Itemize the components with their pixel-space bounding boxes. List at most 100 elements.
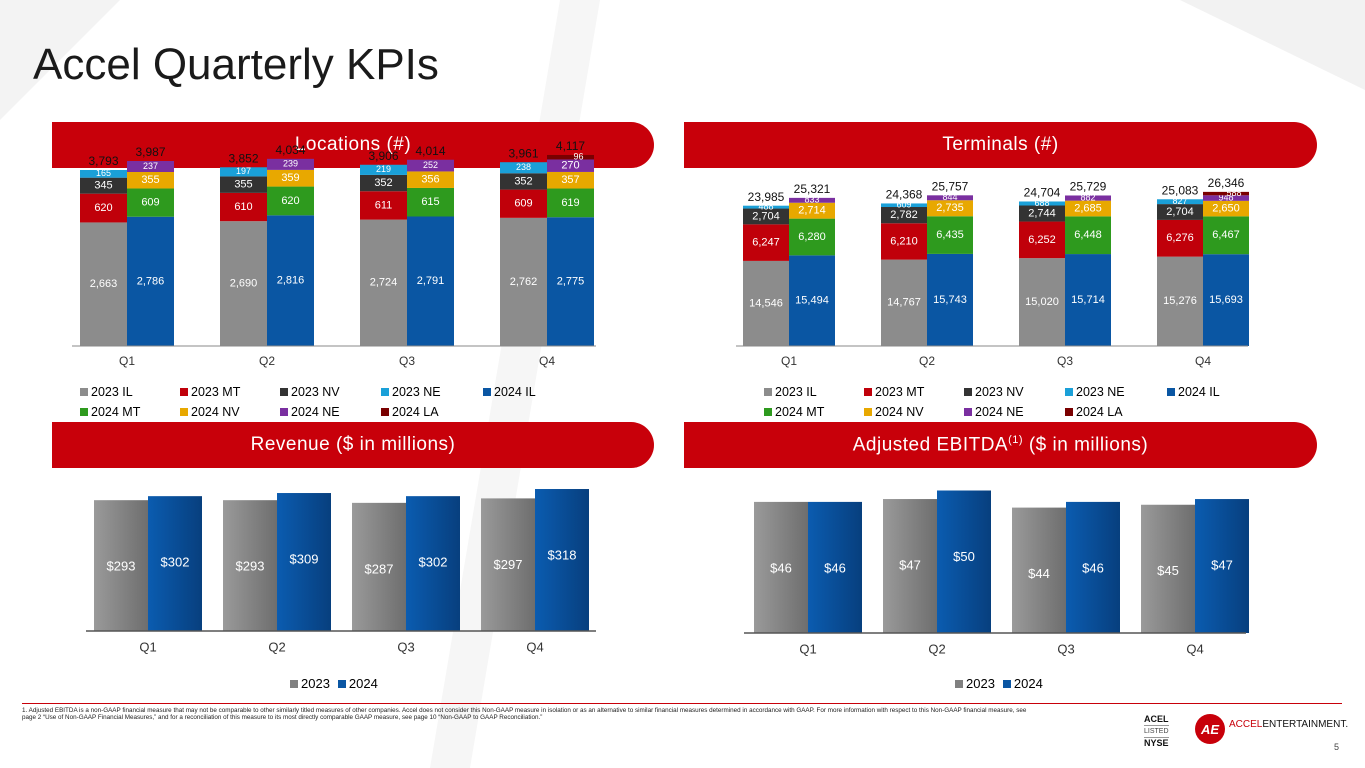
bar-terminals-q1-2023-ne: [743, 205, 789, 209]
legend-swatch: [864, 408, 872, 416]
label-terminals-q3-2024-il: 15,714: [1071, 294, 1105, 306]
legend-item: 2024 NV: [180, 405, 280, 419]
bar-ebitda-q2-2023: [883, 499, 937, 633]
legend-label: 2023: [301, 676, 330, 691]
legend-item: 2023 IL: [764, 385, 864, 399]
bar-locations-q1-2023-il: [80, 222, 127, 346]
total-locations-q3-2023: 3,906: [368, 149, 398, 163]
label-locations-q3-2023-il: 2,724: [370, 277, 398, 289]
legend-swatch: [964, 408, 972, 416]
label-terminals-q2-2024-il: 15,743: [933, 294, 967, 306]
total-terminals-q4-2024: 26,346: [1208, 176, 1245, 190]
bar-locations-q3-2024-ne: [407, 159, 454, 172]
label-locations-q4-2024-ne: 270: [561, 160, 579, 172]
bar-locations-q4-2024-ne: [547, 159, 594, 172]
bar-terminals-q4-2024-il: [1203, 254, 1249, 346]
accel-logo-mark: AE: [1195, 714, 1225, 744]
bar-locations-q1-2024-mt: [127, 188, 174, 217]
label-terminals-q1-2024-mt: 6,280: [798, 231, 826, 243]
legend-row: 2024 MT 2024 NV 2024 NE 2024 LA: [764, 402, 1257, 422]
label-terminals-q4-2024-nv: 2,650: [1212, 203, 1240, 215]
legend-item: 2024 NE: [280, 405, 381, 419]
label-terminals-q1-2024-nv: 2,714: [798, 205, 826, 217]
bar-locations-q3-2024-mt: [407, 187, 454, 217]
brand-red: ACCEL: [1229, 719, 1263, 730]
legend-item: 2023 MT: [180, 385, 280, 399]
legend-label: 2024 LA: [1076, 405, 1123, 419]
ebitda-legend: 2023 2024: [955, 676, 1043, 691]
label-revenue-q4-2024: $318: [548, 547, 577, 562]
xtick-revenue-q3: Q3: [397, 639, 414, 654]
bar-locations-q4-2023-mt: [500, 189, 547, 218]
legend-row: 2024 MT 2024 NV 2024 NE 2024 LA: [80, 402, 573, 422]
xtick-locations-q1: Q1: [119, 354, 135, 368]
bar-terminals-q2-2024-nv: [927, 200, 973, 217]
bar-terminals-q4-2023-il: [1157, 256, 1203, 346]
label-locations-q4-2023-mt: 609: [514, 198, 532, 210]
page-title: Accel Quarterly KPIs: [33, 40, 439, 89]
bar-terminals-q2-2023-nv: [881, 207, 927, 224]
bar-locations-q2-2024-ne: [267, 158, 314, 170]
legend-swatch: [180, 408, 188, 416]
label-locations-q4-2023-ne: 238: [516, 162, 531, 172]
legend-item: 2024 IL: [1167, 385, 1257, 399]
bar-locations-q2-2023-nv: [220, 176, 267, 193]
label-revenue-q2-2024: $309: [290, 551, 319, 566]
bar-terminals-q3-2023-mt: [1019, 221, 1065, 259]
bar-locations-q1-2024-ne: [127, 161, 174, 172]
label-terminals-q2-2024-nv: 2,735: [936, 202, 964, 214]
label-locations-q3-2024-ne: 252: [423, 160, 438, 170]
bar-locations-q3-2024-nv: [407, 171, 454, 188]
legend-label: 2024 NV: [875, 405, 924, 419]
bar-ebitda-q1-2024: [808, 501, 862, 633]
bar-terminals-q4-2023-ne: [1157, 199, 1203, 205]
bar-revenue-q2-2024: [277, 493, 331, 631]
bar-revenue-q4-2024: [535, 489, 589, 631]
xtick-terminals-q4: Q4: [1195, 354, 1211, 368]
label-terminals-q1-2023-mt: 6,247: [752, 237, 780, 249]
exchange: NYSE: [1144, 738, 1169, 748]
label-locations-q2-2023-il: 2,690: [230, 277, 258, 289]
label-locations-q1-2023-il: 2,663: [90, 278, 118, 290]
label-locations-q4-2024-la: 96: [573, 152, 583, 162]
bar-ebitda-q4-2024: [1195, 499, 1249, 633]
legend-swatch: [1065, 408, 1073, 416]
label-ebitda-q4-2024: $47: [1211, 557, 1233, 572]
bar-locations-q1-2024-il: [127, 216, 174, 346]
total-locations-q4-2023: 3,961: [508, 146, 538, 160]
xtick-locations-q2: Q2: [259, 354, 275, 368]
label-revenue-q2-2023: $293: [236, 559, 265, 574]
label-locations-q4-2023-nv: 352: [514, 175, 532, 187]
label-terminals-q1-2023-il: 14,546: [749, 297, 783, 309]
bar-terminals-q4-2024-nv: [1203, 200, 1249, 217]
bar-locations-q2-2023-il: [220, 221, 267, 346]
nyse-badge: ACEL LISTED NYSE: [1144, 714, 1169, 749]
label-terminals-q4-2024-il: 15,693: [1209, 294, 1243, 306]
accel-logo-text: ACCELENTERTAINMENT.: [1229, 719, 1348, 730]
bar-locations-q2-2024-il: [267, 215, 314, 346]
legend-item: 2024: [337, 676, 378, 691]
legend-row: 2023 IL 2023 MT 2023 NV 2023 NE 2024 IL: [80, 382, 573, 402]
bar-terminals-q3-2024-il: [1065, 254, 1111, 346]
label-locations-q3-2023-mt: 611: [375, 199, 393, 211]
legend-label: 2023 IL: [91, 385, 133, 399]
legend-item: 2024 IL: [483, 385, 573, 399]
bar-ebitda-q3-2023: [1012, 507, 1066, 633]
legend-label: 2023: [966, 676, 995, 691]
ebitda-banner: Adjusted EBITDA(1) ($ in millions): [684, 422, 1317, 468]
legend-swatch: [80, 388, 88, 396]
label-terminals-q3-2024-ne: 882: [1080, 192, 1095, 202]
legend-label: 2023 IL: [775, 385, 817, 399]
bar-locations-q4-2024-il: [547, 217, 594, 346]
label-locations-q4-2023-il: 2,762: [510, 276, 538, 288]
legend-item: 2023 MT: [864, 385, 964, 399]
label-locations-q1-2023-mt: 620: [94, 202, 112, 214]
label-ebitda-q3-2024: $46: [1082, 560, 1104, 575]
bar-terminals-q3-2023-il: [1019, 258, 1065, 346]
total-locations-q2-2024: 4,034: [275, 143, 305, 157]
legend-item: 2024 LA: [1065, 405, 1167, 419]
bar-terminals-q2-2023-mt: [881, 223, 927, 260]
label-revenue-q1-2024: $302: [161, 555, 190, 570]
label-locations-q2-2024-ne: 239: [283, 159, 298, 169]
revenue-banner-label: Revenue ($ in millions): [250, 434, 456, 455]
